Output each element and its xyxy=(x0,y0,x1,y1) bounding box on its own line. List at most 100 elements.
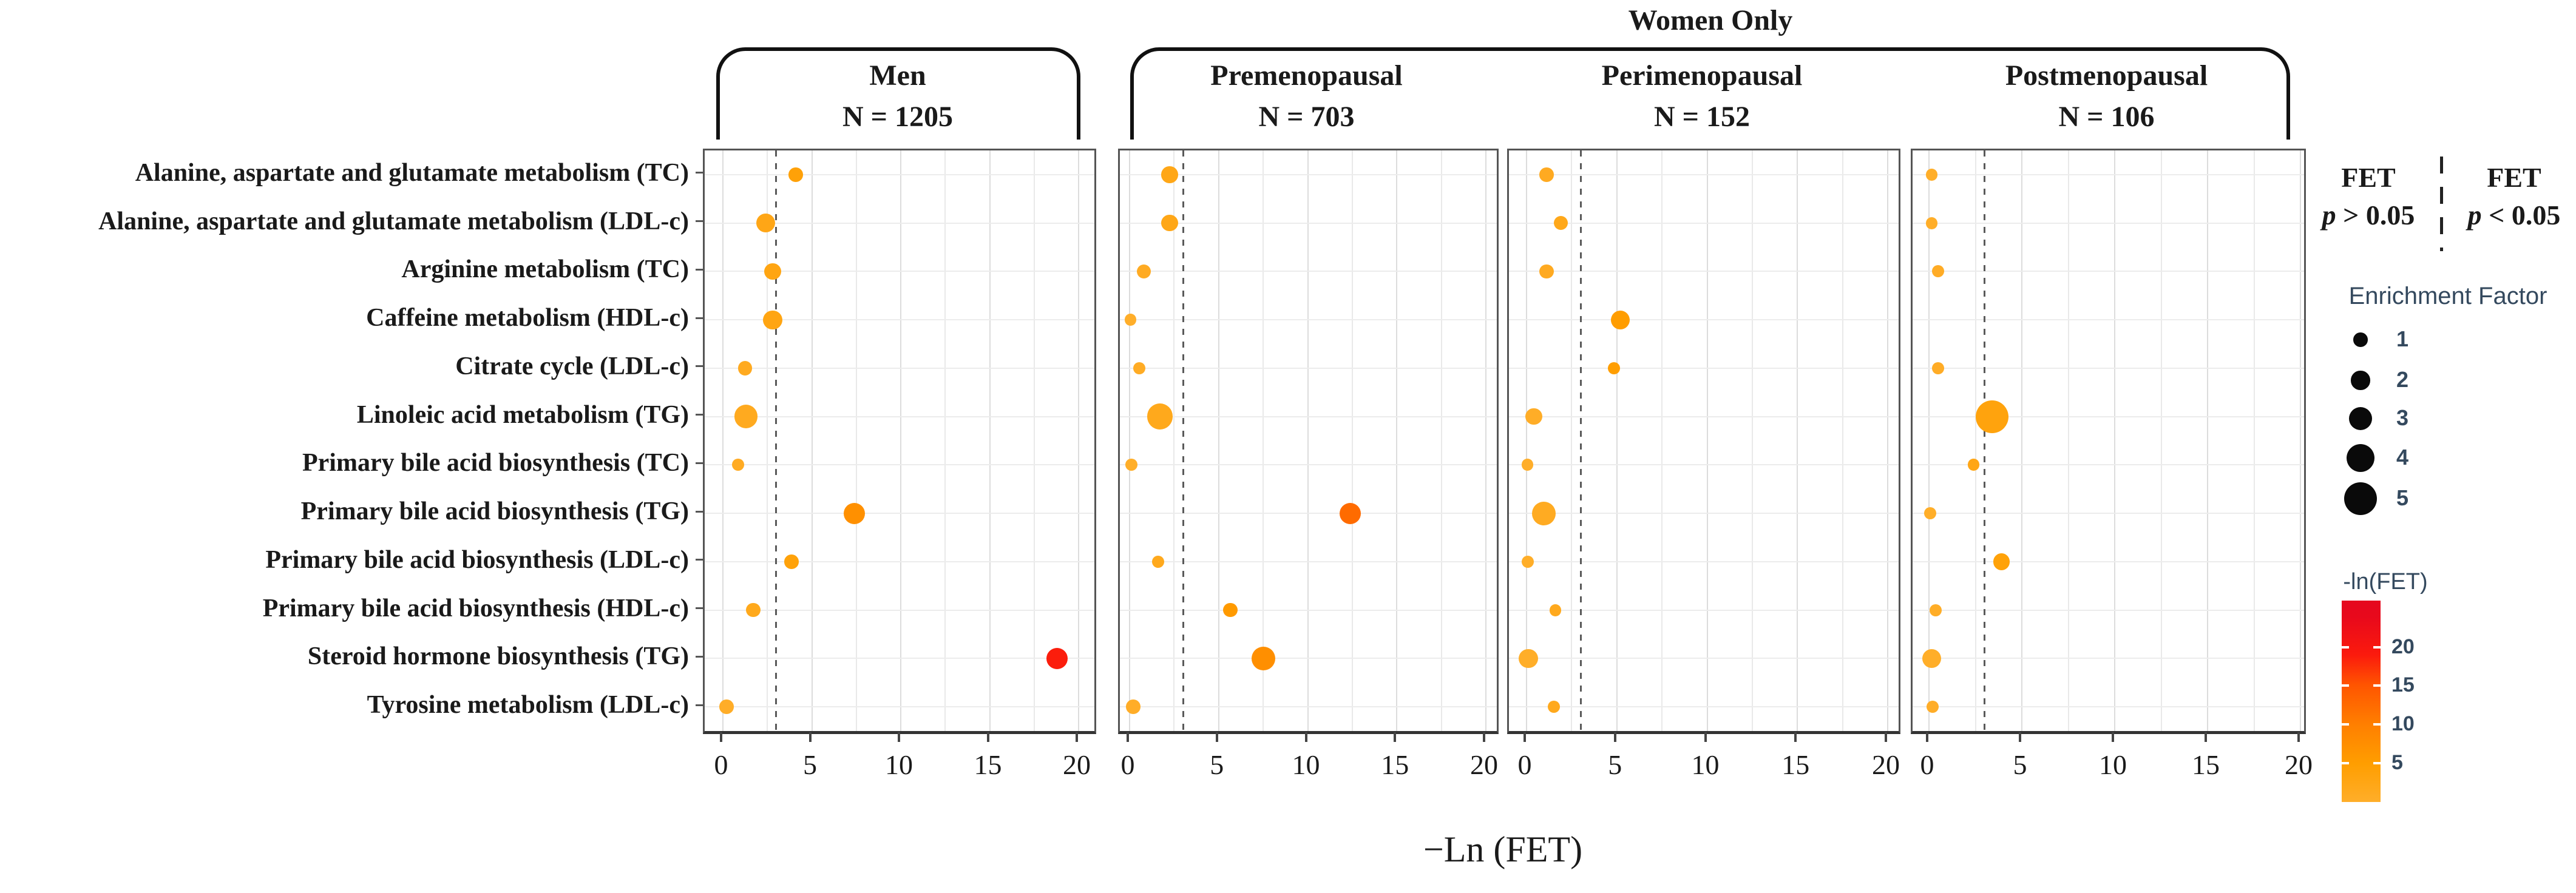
colorbar-tick-label: 5 xyxy=(2391,751,2403,775)
size-legend-dot xyxy=(2344,482,2377,515)
pathway-label: Steroid hormone biosynthesis (TG) xyxy=(307,642,689,671)
gridline-h xyxy=(1913,609,2304,611)
colorbar-tick-mark xyxy=(2373,645,2381,649)
gridline-h xyxy=(1913,367,2304,369)
pathway-label: Primary bile acid biosynthesis (HDL-c) xyxy=(262,594,689,622)
data-point xyxy=(1539,264,1554,279)
x-axis-label: −Ln (FET) xyxy=(1423,829,1583,869)
panel-title: Postmenopausal N = 106 xyxy=(1925,58,2289,135)
gridline-v xyxy=(1797,150,1798,731)
data-point xyxy=(1125,459,1137,471)
data-point xyxy=(1136,264,1151,279)
p-symbol: p xyxy=(2467,200,2482,231)
x-tick-mark xyxy=(1394,732,1397,742)
x-tick-mark xyxy=(1794,732,1797,742)
x-tick-mark xyxy=(2112,732,2114,742)
p-condition: < 0.05 xyxy=(2489,200,2561,231)
gridline-h xyxy=(1509,319,1899,321)
colorbar-tick-label: 10 xyxy=(2391,712,2415,736)
gridline-h xyxy=(1120,416,1497,417)
gridline-h xyxy=(1120,706,1497,708)
data-point xyxy=(1925,217,1938,229)
significance-dashed-line xyxy=(1579,150,1582,731)
x-tick-label: 15 xyxy=(974,749,1002,780)
gridline-v xyxy=(722,150,724,731)
data-point xyxy=(1251,646,1275,670)
data-point xyxy=(1925,168,1938,181)
gridline-h xyxy=(1913,706,2304,708)
gridline-h xyxy=(1913,222,2304,224)
gridline-h xyxy=(705,174,1094,175)
gridline-v xyxy=(2207,150,2208,731)
data-point xyxy=(1340,502,1361,524)
data-point xyxy=(1161,166,1178,183)
data-point xyxy=(1608,362,1621,374)
panel-title: Perimenopausal N = 152 xyxy=(1520,58,1884,135)
colorbar-tick-label: 15 xyxy=(2391,673,2415,697)
gridline-v xyxy=(1485,150,1486,731)
gridline-h xyxy=(1120,271,1497,272)
size-legend-dot xyxy=(2348,406,2373,431)
data-point xyxy=(1553,215,1568,231)
gridline-v xyxy=(1263,150,1264,731)
size-legend-value: 5 xyxy=(2396,485,2409,510)
colorbar-tick-mark xyxy=(2342,723,2349,726)
y-tick-mark xyxy=(696,510,703,513)
panel-title-name: Premenopausal xyxy=(1210,59,1403,92)
p-symbol: p xyxy=(2322,200,2336,231)
gridline-h xyxy=(1913,271,2304,272)
gridline-h xyxy=(1509,706,1899,708)
x-tick-mark xyxy=(1127,732,1129,742)
x-tick-label: 5 xyxy=(1210,749,1224,780)
data-point xyxy=(1531,501,1556,525)
gridline-h xyxy=(1509,416,1899,417)
x-tick-label: 15 xyxy=(1381,749,1409,780)
y-tick-mark xyxy=(696,462,703,464)
data-point xyxy=(1932,265,1945,278)
gridline-h xyxy=(1120,561,1497,562)
y-tick-mark xyxy=(696,559,703,561)
data-point xyxy=(732,459,744,471)
gridline-v xyxy=(1440,150,1442,731)
gridline-h xyxy=(705,222,1094,224)
x-tick-mark xyxy=(1926,732,1928,742)
y-tick-mark xyxy=(696,220,703,223)
colorbar-tick-mark xyxy=(2373,684,2381,687)
gridline-v xyxy=(2160,150,2162,731)
gridline-v xyxy=(2300,150,2301,731)
women-only-group-bracket xyxy=(1130,47,2290,140)
gridline-h xyxy=(705,609,1094,611)
size-legend-value: 1 xyxy=(2396,326,2409,351)
gridline-v xyxy=(1078,150,1079,731)
gridline-h xyxy=(1120,609,1497,611)
data-point xyxy=(1126,699,1141,714)
colorbar xyxy=(2342,601,2381,802)
gridline-h xyxy=(1120,174,1497,175)
significance-dashed-line xyxy=(1182,150,1184,731)
gridline-h xyxy=(705,706,1094,708)
pathway-label: Primary bile acid biosynthesis (TC) xyxy=(302,449,689,477)
size-legend-dot xyxy=(2353,332,2368,347)
data-point xyxy=(1539,167,1554,182)
data-point xyxy=(737,361,753,376)
gridline-h xyxy=(705,271,1094,272)
pathway-label: Linoleic acid metabolism (TG) xyxy=(356,400,689,429)
data-point xyxy=(1993,553,2010,570)
pathway-label: Alanine, aspartate and glutamate metabol… xyxy=(98,207,689,235)
data-point xyxy=(1927,701,1939,713)
gridline-v xyxy=(1033,150,1035,731)
x-tick-label: 10 xyxy=(1691,749,1720,780)
gridline-h xyxy=(1120,222,1497,224)
x-tick-mark xyxy=(808,732,812,742)
panel-title-name: Perimenopausal xyxy=(1601,59,1803,92)
gridline-h xyxy=(1120,319,1497,321)
gridline-v xyxy=(1928,150,1930,731)
gridline-v xyxy=(944,150,946,731)
y-tick-mark xyxy=(696,268,703,271)
size-legend-dot xyxy=(2351,371,2370,390)
fet-significant-label: FET p < 0.05 xyxy=(2399,159,2576,234)
gridline-v xyxy=(989,150,991,731)
gridline-v xyxy=(811,150,813,731)
data-point xyxy=(1922,649,1942,668)
data-point xyxy=(1929,604,1942,616)
